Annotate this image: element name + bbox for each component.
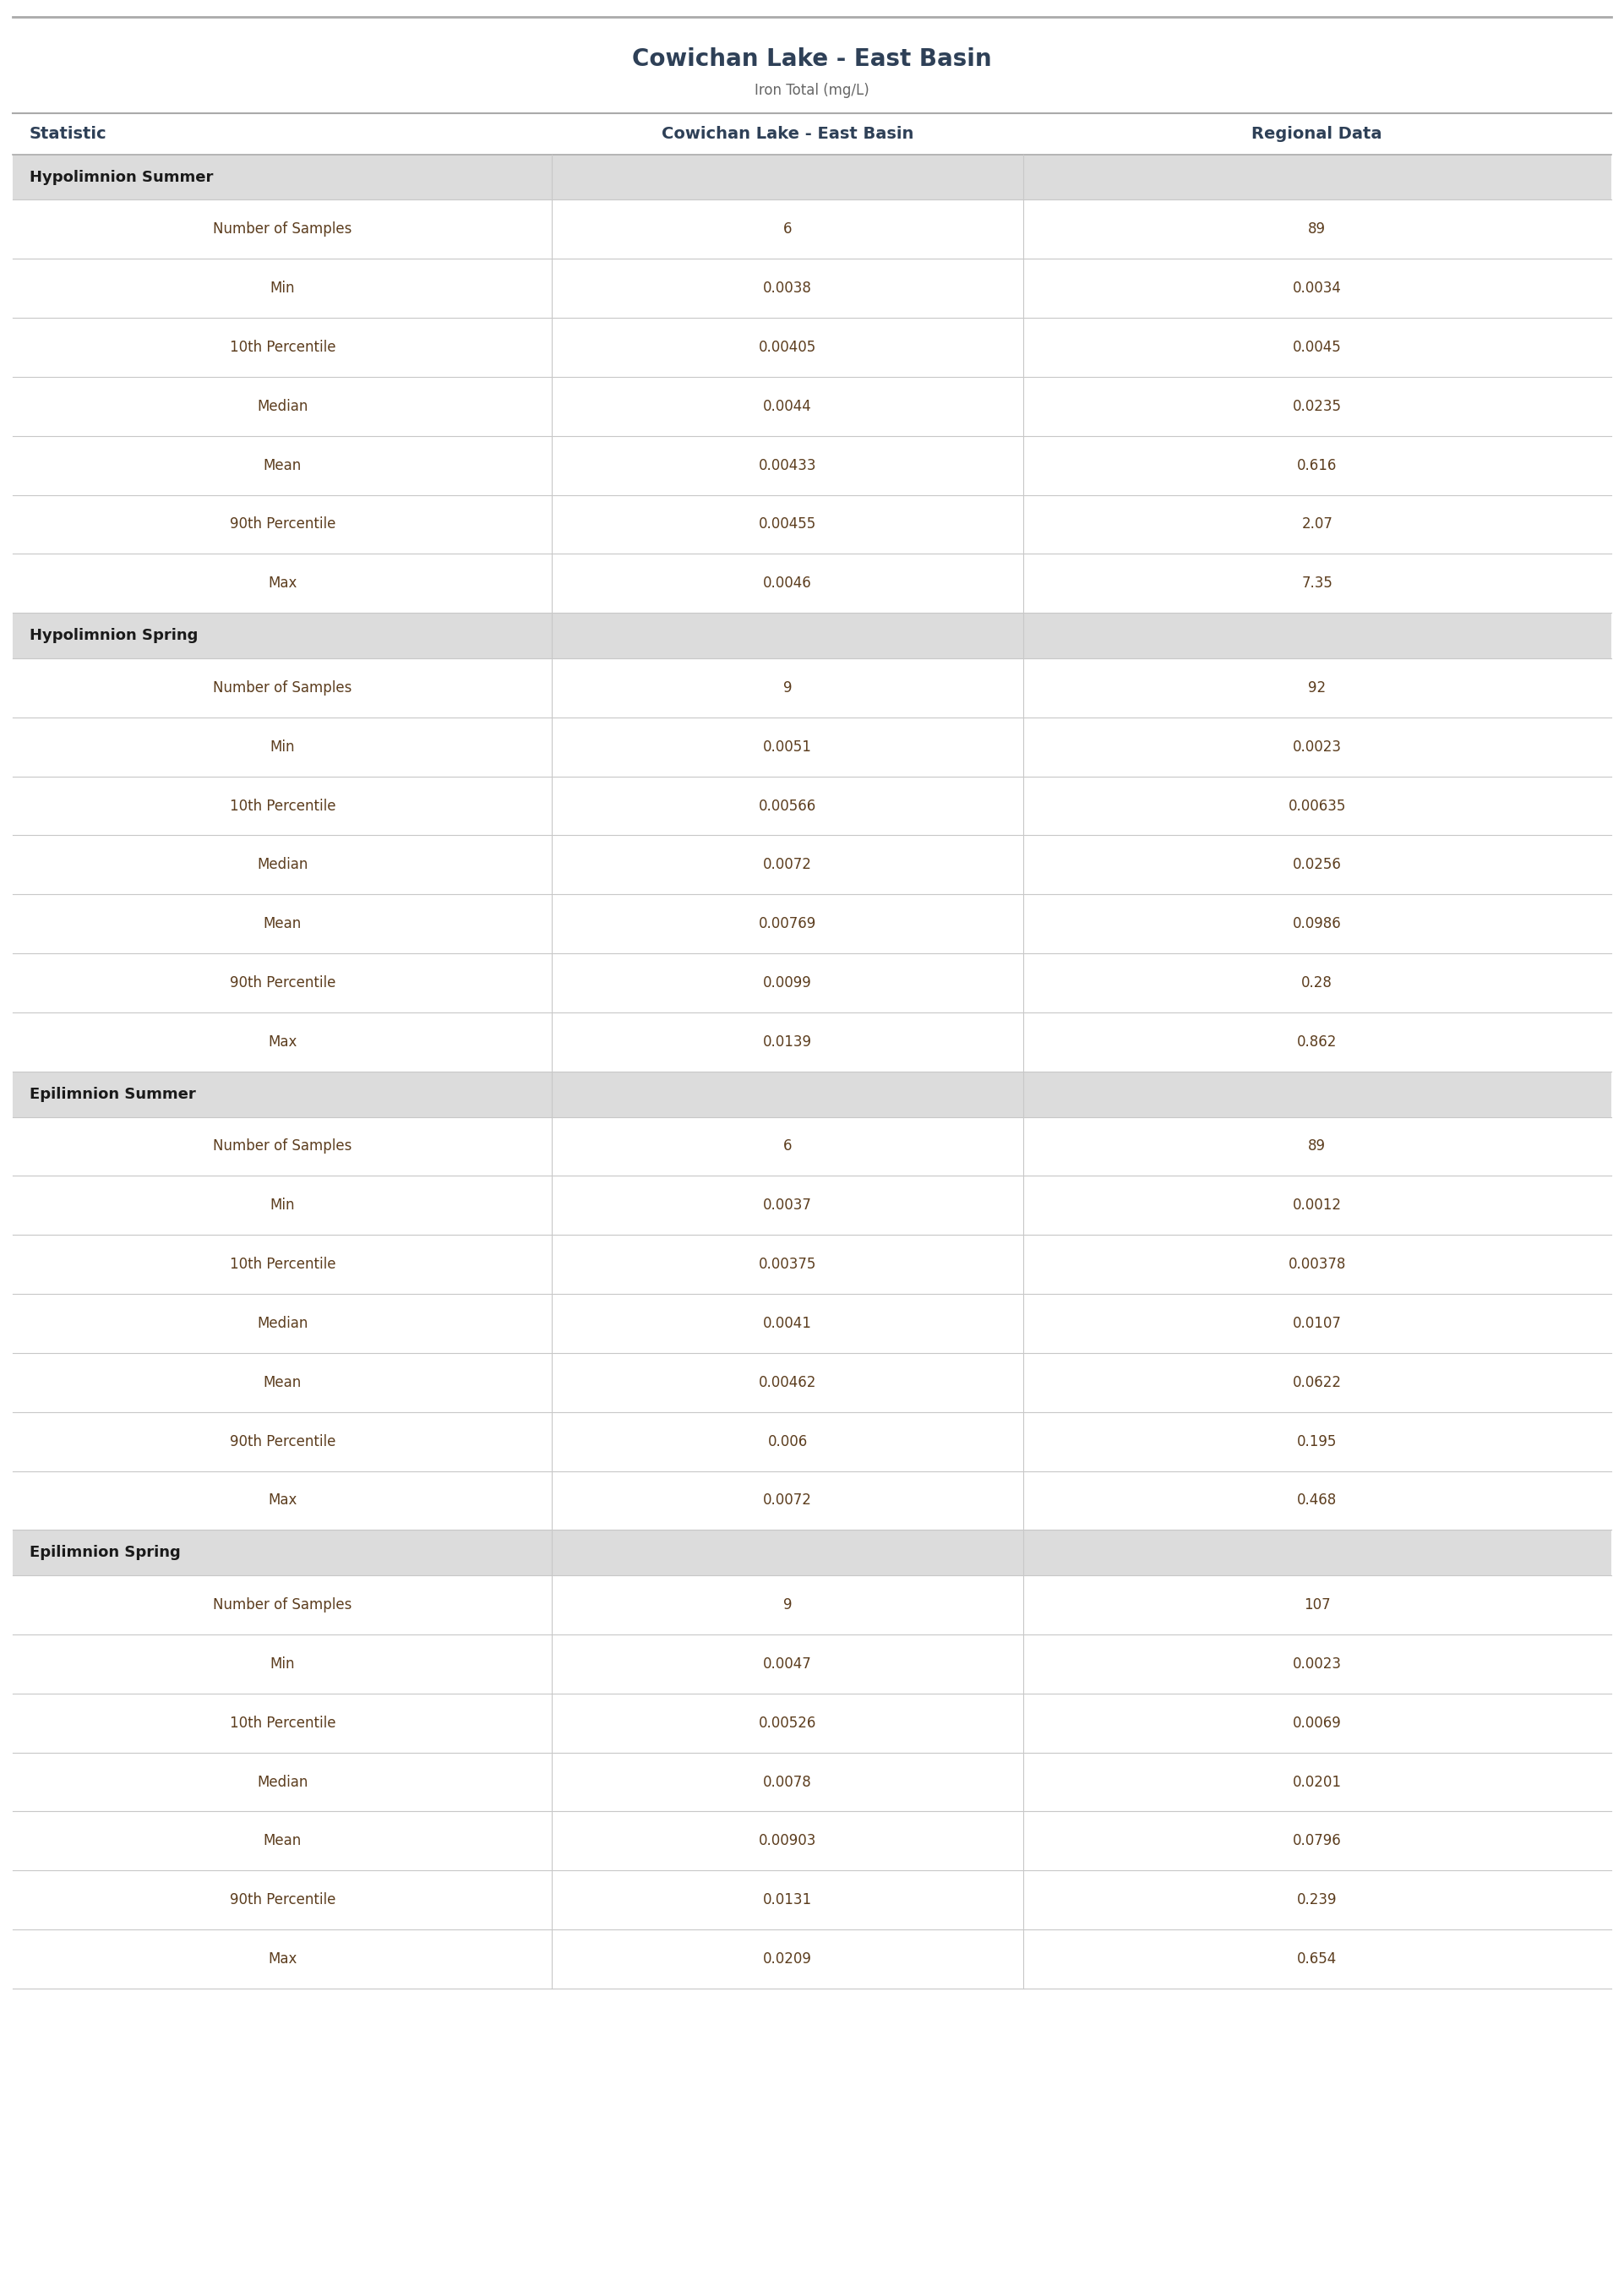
Text: 0.0072: 0.0072 (763, 858, 812, 872)
Text: 2.07: 2.07 (1301, 518, 1333, 531)
Text: 0.00462: 0.00462 (758, 1376, 817, 1389)
Bar (13, 154, 1611, 200)
Text: Mean: Mean (263, 1834, 302, 1848)
Text: Iron Total (mg/L): Iron Total (mg/L) (755, 84, 869, 98)
Text: Median: Median (257, 858, 309, 872)
Text: Median: Median (257, 400, 309, 413)
Text: 0.239: 0.239 (1298, 1893, 1337, 1907)
Text: 0.0069: 0.0069 (1293, 1716, 1341, 1730)
Text: 89: 89 (1309, 222, 1325, 236)
Text: 10th Percentile: 10th Percentile (229, 1258, 336, 1271)
Text: Min: Min (270, 281, 296, 295)
Text: Max: Max (268, 577, 297, 590)
Text: 0.00375: 0.00375 (758, 1258, 817, 1271)
Text: Number of Samples: Number of Samples (213, 681, 352, 695)
Text: 0.0047: 0.0047 (763, 1657, 812, 1671)
Text: Number of Samples: Number of Samples (213, 1140, 352, 1153)
Text: 0.0107: 0.0107 (1293, 1317, 1341, 1330)
Text: 107: 107 (1304, 1598, 1330, 1612)
Text: 0.654: 0.654 (1298, 1952, 1337, 1966)
Text: Regional Data: Regional Data (1252, 125, 1382, 143)
Text: 90th Percentile: 90th Percentile (229, 1435, 336, 1448)
Text: 0.0201: 0.0201 (1293, 1775, 1341, 1789)
Text: 0.0034: 0.0034 (1293, 281, 1341, 295)
Text: 0.00526: 0.00526 (758, 1716, 817, 1730)
Text: 0.0046: 0.0046 (763, 577, 812, 590)
Text: Max: Max (268, 1035, 297, 1049)
Text: 92: 92 (1309, 681, 1325, 695)
Text: 90th Percentile: 90th Percentile (229, 518, 336, 531)
Text: Mean: Mean (263, 917, 302, 931)
Text: 6: 6 (783, 222, 793, 236)
Text: 0.00455: 0.00455 (758, 518, 817, 531)
Text: 0.00378: 0.00378 (1288, 1258, 1346, 1271)
Text: 0.0038: 0.0038 (763, 281, 812, 295)
Text: 90th Percentile: 90th Percentile (229, 1893, 336, 1907)
Text: 0.468: 0.468 (1298, 1494, 1337, 1507)
Text: Mean: Mean (263, 1376, 302, 1389)
Text: 0.616: 0.616 (1298, 459, 1337, 472)
Text: 0.0023: 0.0023 (1293, 740, 1341, 754)
Text: 0.0131: 0.0131 (763, 1893, 812, 1907)
Text: 0.195: 0.195 (1298, 1435, 1337, 1448)
Text: 0.0023: 0.0023 (1293, 1657, 1341, 1671)
Text: 0.0256: 0.0256 (1293, 858, 1341, 872)
Text: 0.0139: 0.0139 (763, 1035, 812, 1049)
Text: 0.006: 0.006 (768, 1435, 807, 1448)
Text: 0.28: 0.28 (1301, 976, 1333, 990)
Text: 9: 9 (783, 681, 793, 695)
Text: 0.0045: 0.0045 (1293, 340, 1341, 354)
Text: 0.0044: 0.0044 (763, 400, 812, 413)
Text: 0.00566: 0.00566 (758, 799, 817, 813)
Text: 0.0072: 0.0072 (763, 1494, 812, 1507)
Text: Statistic: Statistic (29, 125, 107, 143)
Text: Epilimnion Spring: Epilimnion Spring (29, 1546, 180, 1559)
Text: Median: Median (257, 1775, 309, 1789)
Text: 0.00903: 0.00903 (758, 1834, 817, 1848)
Text: 0.0078: 0.0078 (763, 1775, 812, 1789)
Text: Number of Samples: Number of Samples (213, 1598, 352, 1612)
Text: Max: Max (268, 1952, 297, 1966)
Text: 0.0051: 0.0051 (763, 740, 812, 754)
Text: Median: Median (257, 1317, 309, 1330)
Text: Mean: Mean (263, 459, 302, 472)
Text: 0.0235: 0.0235 (1293, 400, 1341, 413)
Text: 0.0622: 0.0622 (1293, 1376, 1341, 1389)
Text: 0.0037: 0.0037 (763, 1199, 812, 1212)
Text: Number of Samples: Number of Samples (213, 222, 352, 236)
Text: Max: Max (268, 1494, 297, 1507)
Text: Min: Min (270, 1199, 296, 1212)
Text: 89: 89 (1309, 1140, 1325, 1153)
Text: 0.862: 0.862 (1298, 1035, 1337, 1049)
Text: 0.0099: 0.0099 (763, 976, 812, 990)
Text: 0.00635: 0.00635 (1288, 799, 1346, 813)
Text: Min: Min (270, 740, 296, 754)
Text: 10th Percentile: 10th Percentile (229, 1716, 336, 1730)
Text: 0.0012: 0.0012 (1293, 1199, 1341, 1212)
Text: Cowichan Lake - East Basin: Cowichan Lake - East Basin (632, 48, 992, 70)
Text: 0.0209: 0.0209 (763, 1952, 812, 1966)
Bar (13, 613, 1611, 658)
Text: 0.0041: 0.0041 (763, 1317, 812, 1330)
Text: 0.0796: 0.0796 (1293, 1834, 1341, 1848)
Text: 0.0986: 0.0986 (1293, 917, 1341, 931)
Text: 0.00769: 0.00769 (758, 917, 817, 931)
Text: 9: 9 (783, 1598, 793, 1612)
Text: 6: 6 (783, 1140, 793, 1153)
Text: Min: Min (270, 1657, 296, 1671)
Text: 10th Percentile: 10th Percentile (229, 799, 336, 813)
Text: 0.00433: 0.00433 (758, 459, 817, 472)
Text: Cowichan Lake - East Basin: Cowichan Lake - East Basin (661, 125, 914, 143)
Text: 0.00405: 0.00405 (758, 340, 817, 354)
Text: 10th Percentile: 10th Percentile (229, 340, 336, 354)
Bar (13, 1071, 1611, 1117)
Text: 90th Percentile: 90th Percentile (229, 976, 336, 990)
Text: Hypolimnion Spring: Hypolimnion Spring (29, 629, 198, 642)
Text: Epilimnion Summer: Epilimnion Summer (29, 1087, 195, 1101)
Text: Hypolimnion Summer: Hypolimnion Summer (29, 170, 213, 184)
Bar (13, 1530, 1611, 1575)
Text: 7.35: 7.35 (1301, 577, 1333, 590)
